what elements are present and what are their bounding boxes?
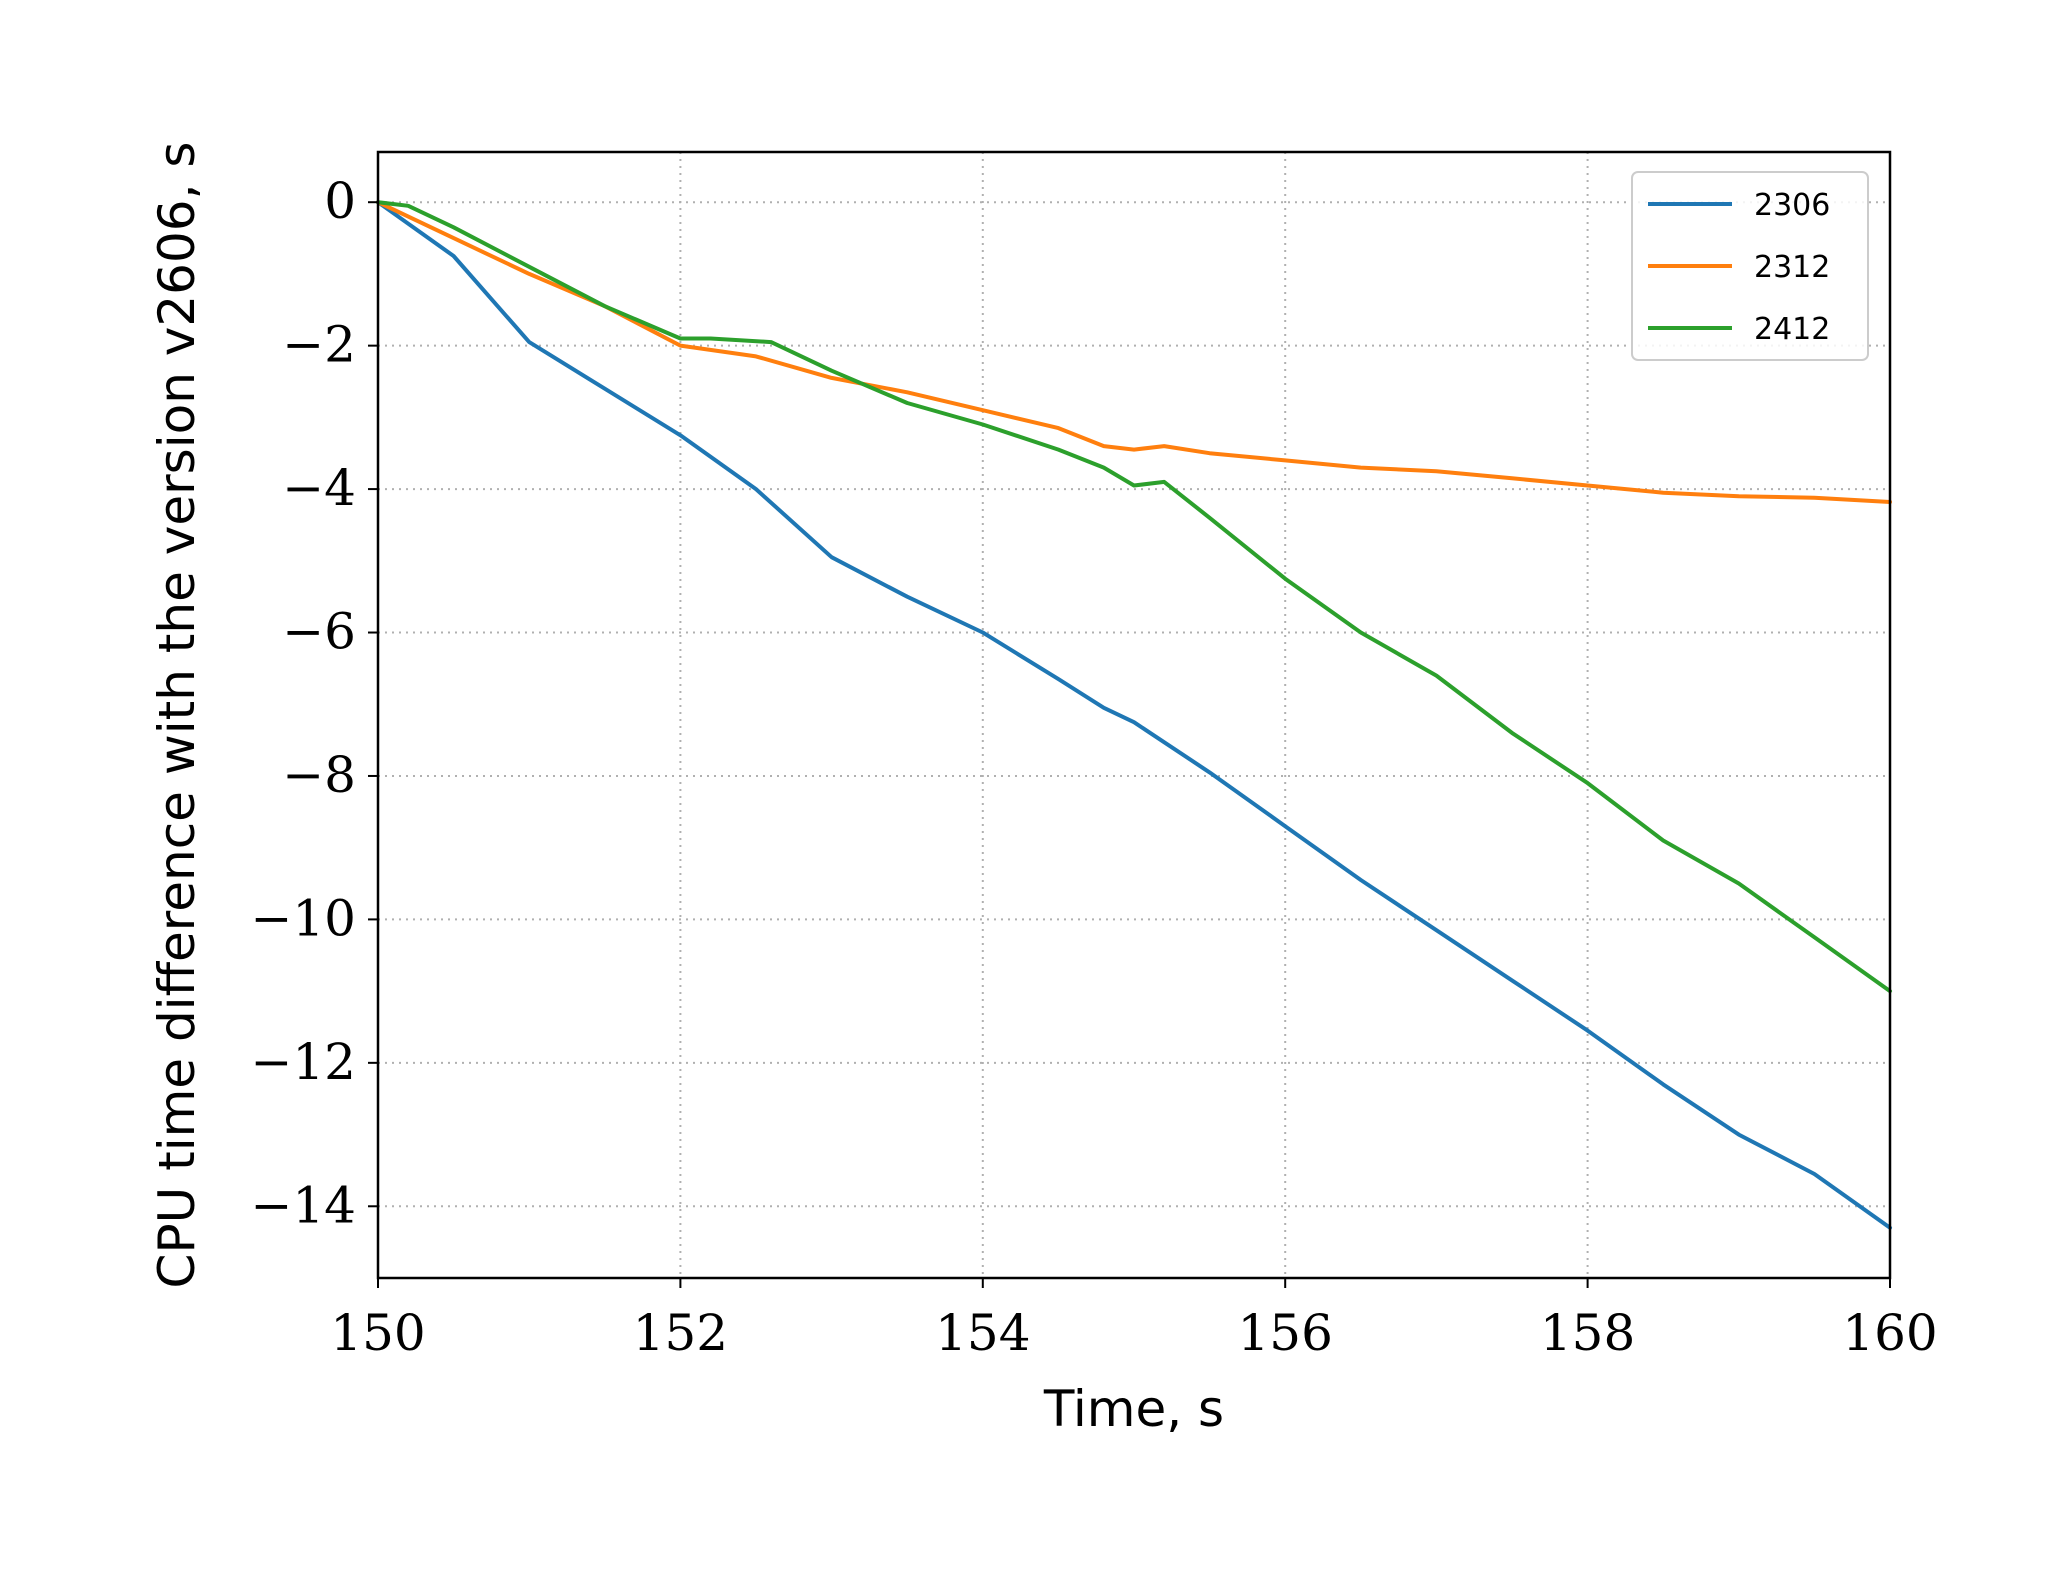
series-lines xyxy=(376,200,1892,1230)
y-tick-label: −6 xyxy=(282,603,356,661)
legend-label-2306: 2306 xyxy=(1754,188,1830,223)
x-tick-label: 154 xyxy=(935,1304,1030,1362)
series-line-2412 xyxy=(376,200,1892,994)
y-tick-label: −2 xyxy=(282,316,356,374)
x-tick-label: 158 xyxy=(1540,1304,1635,1362)
y-tick-label: −12 xyxy=(250,1033,356,1091)
x-tick-label: 160 xyxy=(1842,1304,1937,1362)
y-tick-label: −8 xyxy=(282,746,356,804)
x-tick-label: 150 xyxy=(330,1304,425,1362)
y-tick-label: −4 xyxy=(282,459,356,517)
x-tick-label: 152 xyxy=(633,1304,728,1362)
y-tick-label: −10 xyxy=(250,889,356,947)
plot-frame xyxy=(376,150,1892,1280)
y-tick-label: 0 xyxy=(324,172,356,230)
series-line-2306 xyxy=(376,200,1892,1230)
axis-ticks: 150 152 154 156 158 160 0 −2 −4 −6 −8 −10 −12 −14 xyxy=(250,172,1937,1362)
legend-label-2312: 2312 xyxy=(1754,250,1830,285)
x-axis-label: Time, s xyxy=(1043,1380,1224,1438)
legend-box xyxy=(1631,171,1869,361)
legend-label-2412: 2412 xyxy=(1754,312,1830,347)
y-tick-label: −14 xyxy=(250,1176,356,1234)
legend: 2306 2312 2412 xyxy=(1631,171,1869,361)
x-tick-label: 156 xyxy=(1237,1304,1332,1362)
series-line-2312 xyxy=(376,200,1892,504)
y-axis-label: CPU time difference with the version v26… xyxy=(148,142,206,1289)
